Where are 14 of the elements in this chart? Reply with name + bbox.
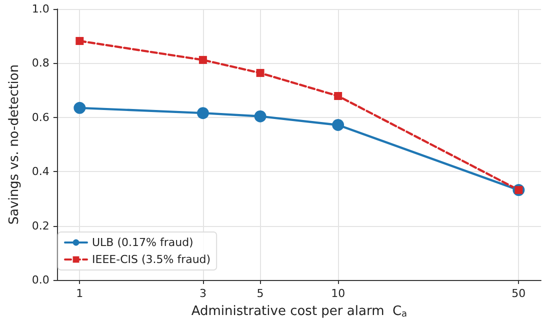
- y-tick-label: 0.8: [32, 56, 50, 70]
- y-tick-label: 0.0: [32, 274, 50, 286]
- legend-label: ULB (0.17% fraud): [92, 236, 194, 249]
- legend-label: IEEE-CIS (3.5% fraud): [92, 253, 211, 266]
- x-tick-label: 5: [256, 287, 264, 300]
- y-axis-title: Savings vs. no-detection: [7, 64, 22, 225]
- x-tick-label: 10: [331, 287, 346, 300]
- y-tick-label: 0.6: [32, 110, 50, 124]
- x-tick-label: 50: [512, 287, 526, 300]
- y-tick-label: 0.4: [32, 165, 50, 178]
- y-tick-label: 0.2: [32, 219, 50, 232]
- x-tick-label: 1: [76, 287, 84, 300]
- y-tick-label: 1.0: [32, 2, 50, 16]
- x-tick-label: 3: [199, 287, 206, 300]
